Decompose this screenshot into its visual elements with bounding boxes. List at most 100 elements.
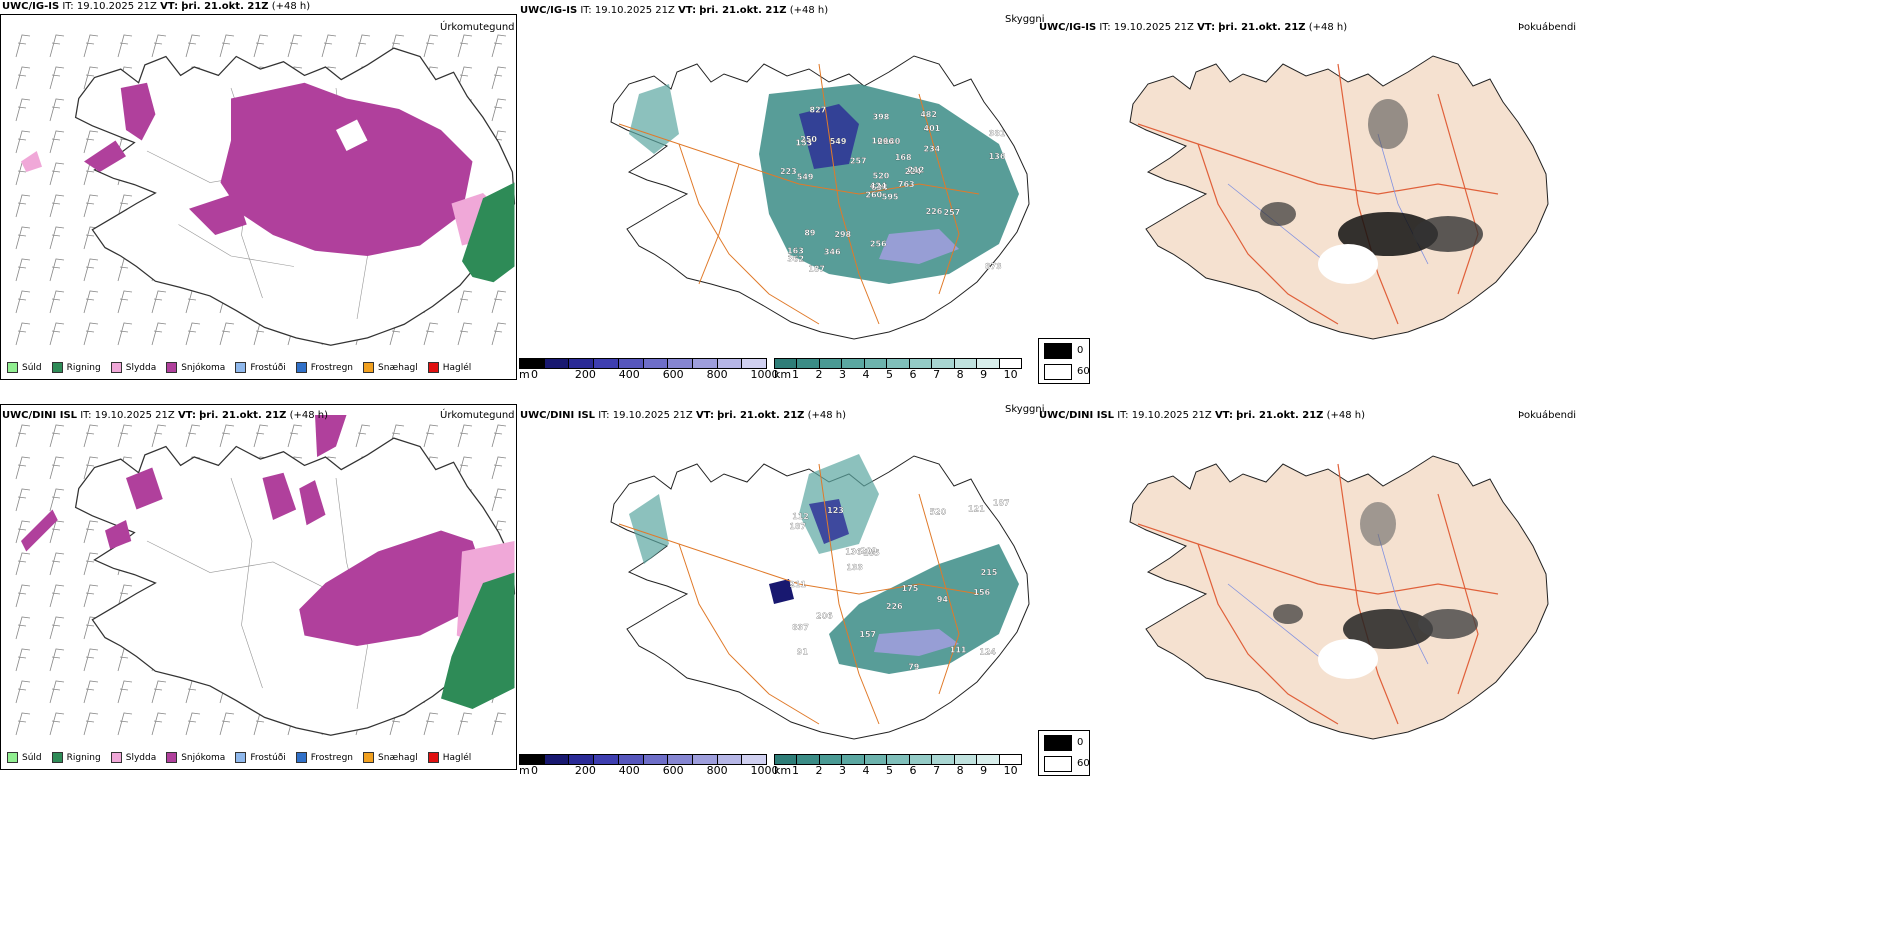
precip-map-row2[interactable] — [1, 405, 518, 771]
cloud-base-label: 520 — [873, 172, 890, 181]
wind-barb — [491, 488, 507, 512]
cloud-base-label: 136 — [845, 547, 862, 556]
panel-header-precip-row1: UWC/IG-IS IT: 19.10.2025 21Z VT: þri. 21… — [2, 1, 311, 12]
colorbar-tick: 3 — [839, 764, 847, 777]
wind-barb — [117, 712, 133, 736]
precip-legend-row1: Súld Rigning Slydda Snjókoma Frostúði Fr… — [7, 362, 481, 373]
cloud-base-label: 187 — [993, 498, 1010, 507]
wind-barb — [83, 66, 99, 90]
wind-barb — [355, 34, 371, 58]
wind-barb — [15, 130, 31, 154]
colorbar-cell — [954, 755, 978, 764]
legend-item-rigning: Rigning — [51, 752, 101, 763]
panel-header-fog-row1: UWC/IG-IS IT: 19.10.2025 21Z VT: þri. 21… — [1039, 22, 1348, 33]
wind-barb — [185, 680, 201, 704]
wind-barb — [151, 322, 167, 346]
cloud-base-label: 257 — [944, 208, 961, 217]
cloud-base-label: 362 — [787, 254, 804, 263]
colorbar-cell — [887, 359, 910, 368]
panel-header-fog-row2: UWC/DINI ISL IT: 19.10.2025 21Z VT: þri.… — [1039, 410, 1366, 421]
wind-barb — [83, 424, 99, 448]
wind-barb — [253, 34, 269, 58]
wind-barb — [219, 712, 235, 736]
colorbar-cell — [842, 359, 865, 368]
wind-barb — [49, 648, 65, 672]
colorbar-cell — [569, 359, 595, 368]
cloud-base-label: 212 — [908, 165, 925, 174]
wind-barb — [15, 616, 31, 640]
wind-barb — [151, 424, 167, 448]
wind-barb — [491, 424, 507, 448]
wind-barb — [219, 34, 235, 58]
legend-item-rigning: Rigning — [51, 362, 101, 373]
wind-barb — [49, 584, 65, 608]
colorbar-tick: 7 — [933, 764, 941, 777]
colorbar-tick: 9 — [980, 368, 988, 381]
cloud-base-label: 187 — [808, 265, 825, 274]
cloud-base-label: 224 — [905, 167, 922, 176]
cloud-base-label: 549 — [797, 173, 814, 182]
colorbar-cell — [544, 755, 570, 764]
wind-barb — [491, 456, 507, 480]
colorbar-cell — [864, 755, 888, 764]
wind-barb — [49, 66, 65, 90]
wind-barb — [355, 424, 371, 448]
colorbar-tick: 800 — [706, 764, 728, 777]
colorbar-cell — [977, 755, 1000, 764]
wind-barb — [49, 162, 65, 186]
cloud-base-label: 206 — [816, 612, 833, 621]
legend-item-frostudi: Frostúði — [235, 752, 286, 763]
wind-barb — [83, 680, 99, 704]
wind-barb — [15, 648, 31, 672]
cloud-base-label: 175 — [902, 584, 919, 593]
wind-barb — [151, 680, 167, 704]
fog-map-row1[interactable] — [1038, 14, 1558, 354]
title-cloud-row1: Skyggni — [1005, 14, 1045, 25]
wind-barb — [117, 194, 133, 218]
fog-map-row2[interactable] — [1038, 414, 1558, 754]
title-cloud-row2: Skyggni — [1005, 404, 1045, 415]
wind-barb — [15, 488, 31, 512]
colorbar-cell — [692, 359, 718, 368]
colorbar-tick: 2 — [815, 764, 823, 777]
cloud-base-label: 827 — [810, 106, 827, 115]
wind-barb — [49, 456, 65, 480]
colorbar-tick: 600 — [662, 368, 684, 381]
wind-barb — [83, 290, 99, 314]
colorbar-cell — [932, 755, 955, 764]
wind-barb — [83, 552, 99, 576]
colorbar-tick: 3 — [839, 368, 847, 381]
wind-barb — [423, 322, 439, 346]
colorbar-cell — [692, 755, 718, 764]
wind-barb — [423, 424, 439, 448]
legend-item-slydda: Slydda — [110, 752, 156, 763]
colorbar-tick: 6 — [909, 368, 917, 381]
wind-barb — [117, 680, 133, 704]
cloud-base-label: 111 — [950, 646, 967, 655]
colorbar-tick: 5 — [886, 368, 894, 381]
panel-header-cloud-row1: UWC/IG-IS IT: 19.10.2025 21Z VT: þri. 21… — [520, 5, 829, 16]
colorbar-cell — [618, 359, 644, 368]
cloud-base-label: 260 — [865, 191, 882, 200]
wind-barb — [423, 34, 439, 58]
colorbar-cell — [668, 755, 693, 764]
cloud-base-unit-row2: m — [519, 764, 530, 777]
wind-barb — [185, 34, 201, 58]
wind-barb — [15, 584, 31, 608]
cloud-base-label: 187 — [789, 522, 806, 531]
cloud-map-row1[interactable]: 595 153 634 163 224 298 482 140 401 763 827 873 549 3… — [519, 14, 1036, 354]
cloud-base-label: 234 — [924, 145, 941, 154]
precip-map-row1[interactable] — [1, 15, 518, 381]
colorbar-cell — [887, 755, 910, 764]
cloud-base-label: 136 — [989, 152, 1006, 161]
cloud-map-row2[interactable]: 94 156 91 123 185 111 837 520 136 79 187 211 112 124 1… — [519, 414, 1036, 754]
cloud-base-label: 346 — [824, 247, 841, 256]
wind-barb — [117, 424, 133, 448]
cloud-base-label: 215 — [981, 568, 998, 577]
wind-barb — [15, 194, 31, 218]
wind-barb — [15, 226, 31, 250]
colorbar-cell — [544, 359, 570, 368]
wind-barb — [49, 226, 65, 250]
wind-barb — [185, 322, 201, 346]
colorbar-cell — [819, 359, 843, 368]
